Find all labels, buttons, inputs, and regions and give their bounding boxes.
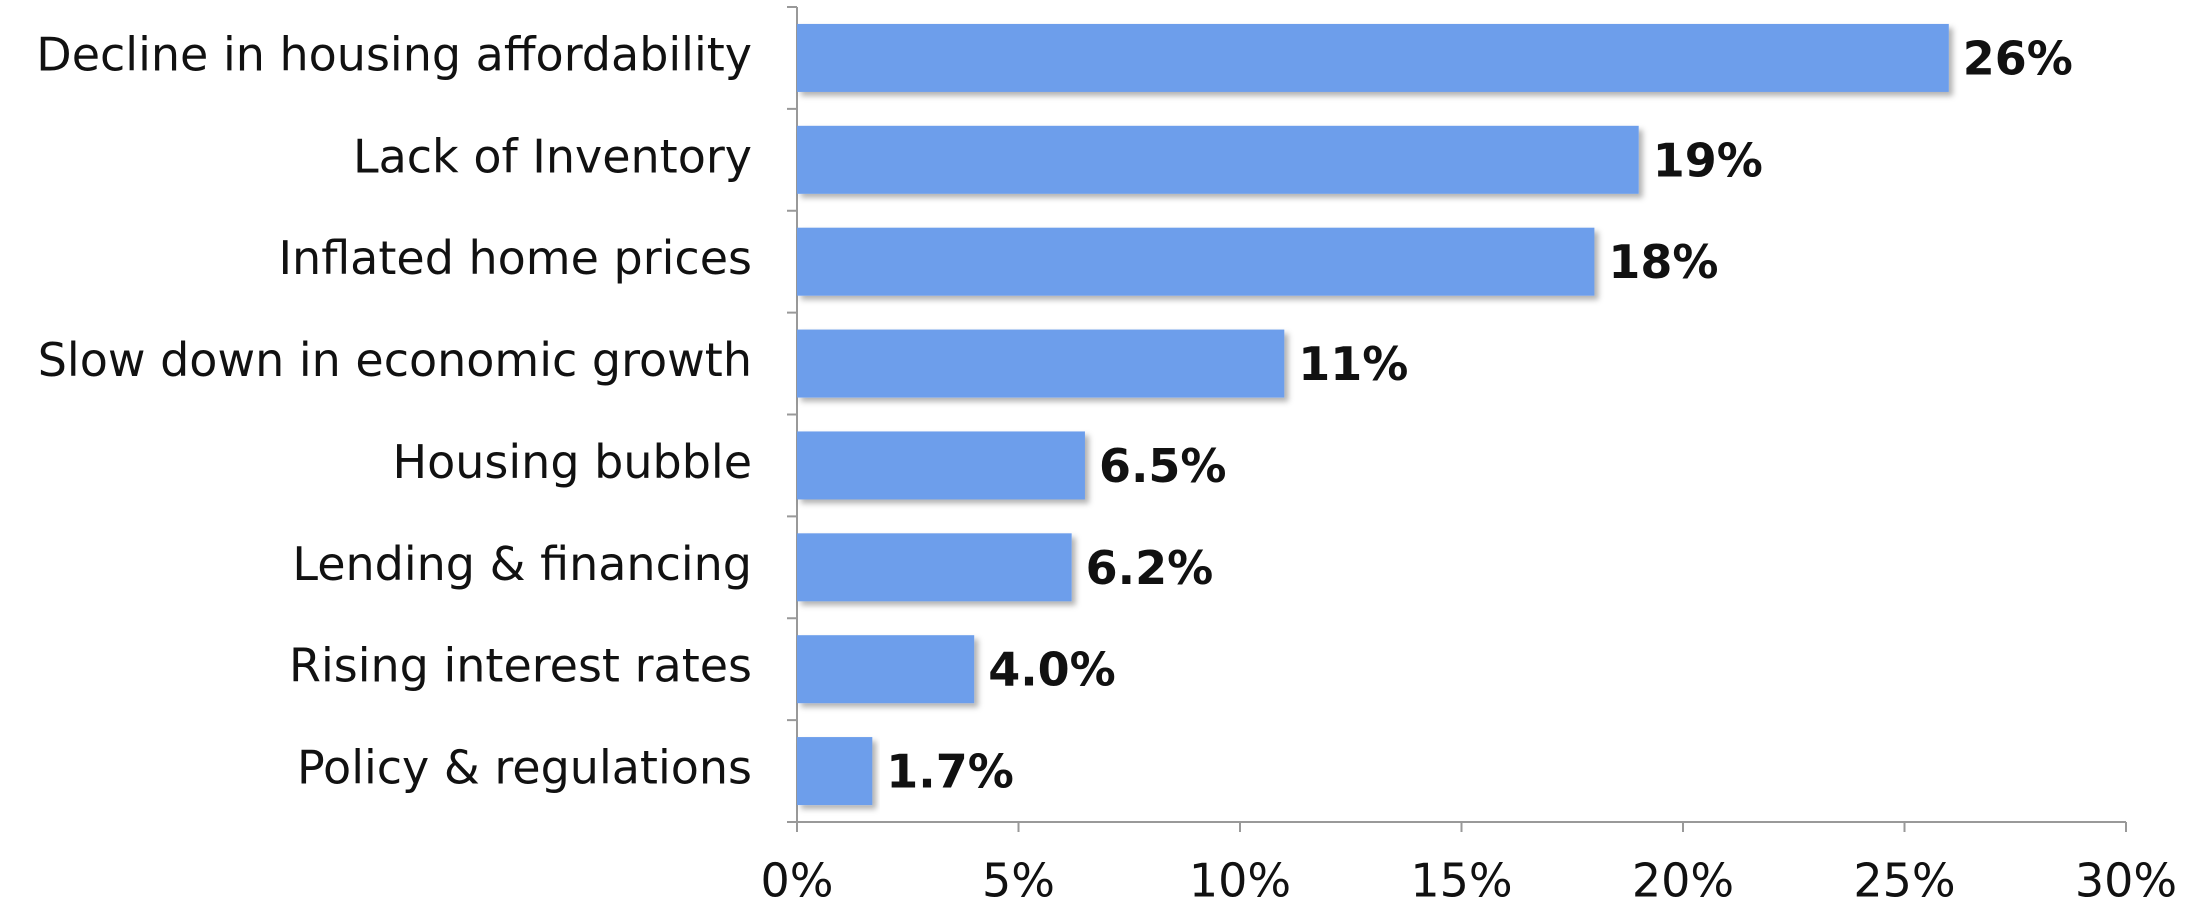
x-tick-label: 5% <box>982 854 1055 902</box>
value-label: 11% <box>1298 337 1408 391</box>
y-tick-label: Slow down in economic growth <box>38 333 752 387</box>
x-tick-label: 10% <box>1189 854 1291 902</box>
y-tick-label: Inflated home prices <box>278 231 752 285</box>
y-tick-label: Decline in housing affordability <box>36 27 752 81</box>
bar <box>797 431 1085 500</box>
x-tick-label: 15% <box>1410 854 1512 902</box>
y-tick-label: Policy & regulations <box>297 741 752 795</box>
value-label: 6.2% <box>1086 541 1214 595</box>
value-label: 18% <box>1608 235 1718 289</box>
bar <box>797 227 1595 296</box>
x-tick-label: 25% <box>1853 854 1955 902</box>
value-label: 19% <box>1653 133 1763 187</box>
x-tick-label: 0% <box>761 854 834 902</box>
value-label: 6.5% <box>1099 439 1227 493</box>
x-tick-label: 20% <box>1632 854 1734 902</box>
value-label: 26% <box>1963 31 2073 85</box>
value-label: 4.0% <box>988 643 1116 697</box>
bar <box>797 125 1639 194</box>
y-tick-label: Rising interest rates <box>289 639 752 693</box>
bar <box>797 635 975 704</box>
bar <box>797 533 1072 602</box>
bar <box>797 329 1285 398</box>
bar <box>797 737 873 806</box>
y-tick-label: Housing bubble <box>393 435 752 489</box>
x-tick-label: 30% <box>2075 854 2177 902</box>
value-label: 1.7% <box>886 745 1014 799</box>
bar <box>797 23 1949 92</box>
y-tick-label: Lending & financing <box>292 537 752 591</box>
y-tick-label: Lack of Inventory <box>353 129 752 183</box>
